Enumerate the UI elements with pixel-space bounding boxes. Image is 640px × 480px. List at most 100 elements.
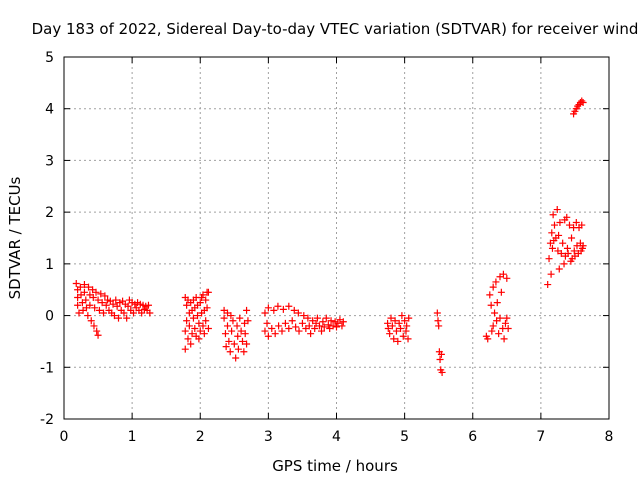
data-point	[199, 322, 207, 330]
y-tick-label: -1	[40, 360, 54, 376]
data-points	[72, 97, 587, 376]
data-point	[556, 218, 564, 226]
data-point	[499, 270, 507, 278]
data-point	[503, 274, 511, 282]
data-point	[578, 221, 586, 229]
chart-title: Day 183 of 2022, Sidereal Day-to-day VTE…	[32, 20, 639, 38]
data-point	[200, 330, 208, 338]
data-point	[578, 97, 586, 105]
data-point	[224, 322, 231, 330]
data-point	[221, 330, 229, 338]
data-point	[504, 325, 512, 332]
plot-frame	[63, 56, 610, 420]
data-point	[226, 348, 234, 356]
data-point	[85, 283, 93, 291]
x-tick-label: 7	[536, 429, 545, 445]
data-point	[195, 335, 203, 343]
data-point	[545, 255, 553, 263]
data-point	[386, 330, 394, 338]
data-point	[486, 291, 494, 299]
data-point	[228, 327, 236, 335]
data-point	[288, 317, 296, 325]
data-point	[547, 270, 555, 278]
data-point	[120, 309, 128, 317]
data-point	[90, 322, 98, 330]
data-point	[101, 292, 109, 300]
data-point	[146, 309, 154, 317]
grid-lines	[64, 57, 609, 419]
data-point	[281, 319, 289, 327]
data-point	[94, 296, 102, 304]
data-point	[195, 319, 203, 327]
data-point	[493, 299, 501, 307]
x-tick-label: 0	[60, 429, 69, 445]
data-point	[570, 247, 578, 255]
data-point	[84, 312, 92, 320]
data-point	[298, 319, 306, 327]
data-point	[437, 350, 445, 358]
data-point	[388, 322, 396, 330]
data-point	[495, 330, 503, 338]
y-tick-label: -2	[40, 412, 54, 428]
y-tick-label: 2	[45, 205, 54, 221]
data-point	[234, 332, 242, 340]
data-point	[434, 317, 442, 325]
data-point	[86, 301, 94, 309]
data-point	[187, 340, 195, 348]
data-point	[225, 337, 233, 345]
data-point	[404, 335, 412, 343]
data-point	[320, 323, 328, 331]
data-point	[384, 325, 392, 332]
data-point	[93, 327, 101, 335]
data-point	[243, 306, 251, 314]
x-tick-label: 8	[605, 429, 614, 445]
data-point	[109, 300, 117, 308]
data-point	[549, 211, 557, 219]
data-point	[112, 296, 120, 304]
data-point	[236, 314, 244, 322]
data-point	[568, 234, 576, 242]
y-tick-label: 1	[45, 257, 54, 273]
data-point	[95, 306, 103, 314]
data-point	[264, 304, 272, 312]
data-point	[181, 327, 189, 335]
data-point	[102, 301, 110, 309]
data-point	[579, 99, 587, 107]
data-point	[563, 213, 571, 221]
data-point	[181, 345, 189, 353]
x-tick-label: 2	[196, 429, 205, 445]
data-point	[268, 325, 276, 332]
data-point	[315, 322, 323, 330]
data-point	[240, 348, 248, 356]
data-point	[492, 278, 500, 286]
data-point	[124, 302, 132, 310]
data-point	[292, 323, 300, 331]
data-point	[222, 343, 230, 351]
data-point	[234, 345, 242, 353]
data-point	[307, 330, 315, 338]
data-point	[110, 312, 118, 320]
data-point	[115, 314, 122, 322]
data-point	[264, 332, 272, 340]
data-point	[489, 322, 497, 330]
data-point	[304, 314, 312, 322]
x-axis-label: GPS time / hours	[272, 457, 398, 475]
data-point	[313, 314, 321, 322]
data-point	[244, 317, 252, 325]
data-point	[199, 291, 207, 299]
data-point	[319, 318, 327, 326]
data-point	[263, 319, 271, 327]
data-point	[285, 325, 293, 332]
data-point	[230, 340, 238, 348]
data-point	[75, 309, 83, 317]
data-point	[203, 304, 211, 312]
data-point	[98, 299, 106, 307]
data-point	[392, 327, 400, 335]
data-point	[565, 221, 573, 229]
x-tick-label: 5	[400, 429, 409, 445]
data-point	[123, 314, 131, 322]
data-point	[271, 330, 279, 338]
data-point	[334, 319, 342, 327]
data-point	[491, 309, 499, 317]
data-point	[278, 327, 286, 335]
